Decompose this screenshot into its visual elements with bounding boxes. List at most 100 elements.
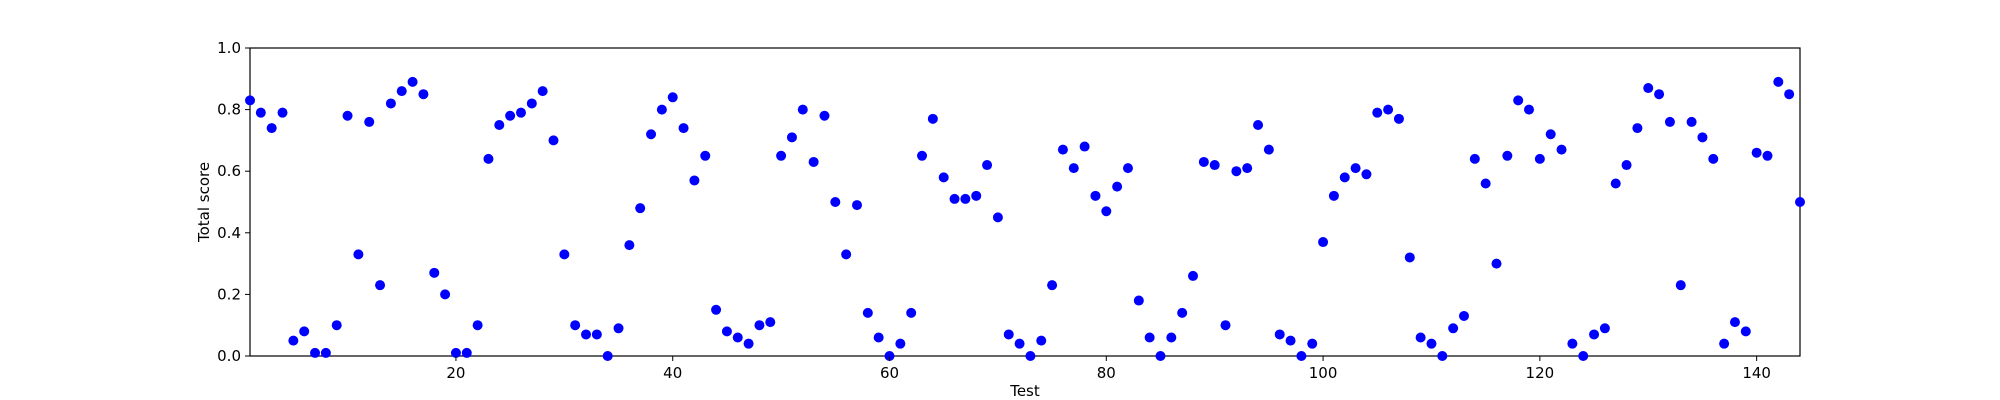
data-point (1188, 270, 1199, 281)
data-point (1556, 144, 1567, 155)
data-point (1079, 141, 1090, 152)
data-point (505, 110, 516, 121)
data-point (277, 107, 288, 118)
data-point (1242, 163, 1253, 174)
data-point (1643, 83, 1654, 94)
data-point (1589, 329, 1600, 340)
x-tick-label: 140 (1742, 364, 1771, 382)
data-point (472, 320, 483, 331)
data-point (1415, 332, 1426, 343)
data-point (927, 113, 938, 124)
data-point (1198, 156, 1209, 167)
data-point (483, 153, 494, 164)
data-point (1328, 190, 1339, 201)
data-point (1144, 332, 1155, 343)
data-point (1339, 172, 1350, 183)
data-point (299, 326, 310, 337)
x-axis-ticks: 20 40 60 80 100 120 140 (446, 356, 1771, 382)
data-point (1112, 181, 1123, 192)
data-point (1383, 104, 1394, 115)
data-point (732, 332, 743, 343)
data-point (1209, 160, 1220, 171)
data-point (982, 160, 993, 171)
data-point (1393, 113, 1404, 124)
x-tick-label: 40 (663, 364, 682, 382)
plot-frame (249, 47, 1801, 357)
y-tick-label: 0.4 (217, 224, 241, 242)
data-point (1133, 295, 1144, 306)
data-point (917, 150, 928, 161)
data-point (255, 107, 266, 118)
data-point (396, 86, 407, 97)
data-point (1036, 335, 1047, 346)
data-point (960, 193, 971, 204)
data-point (602, 351, 613, 361)
data-point (1773, 76, 1784, 87)
data-point (938, 172, 949, 183)
data-point (1729, 317, 1740, 328)
data-point (1719, 338, 1730, 349)
data-point (1253, 120, 1264, 130)
x-tick-label: 100 (1309, 364, 1338, 382)
data-point (1263, 144, 1274, 155)
data-point (1502, 150, 1513, 161)
data-point (776, 150, 787, 161)
data-point (288, 335, 299, 346)
data-point (1534, 153, 1545, 164)
x-tick-label: 120 (1526, 364, 1555, 382)
data-point (1578, 351, 1589, 361)
data-point (873, 332, 884, 343)
data-point (1610, 178, 1621, 189)
data-point (548, 135, 559, 146)
data-point (667, 92, 678, 103)
data-point (1285, 335, 1296, 346)
data-point (1296, 351, 1307, 361)
data-point (1524, 104, 1535, 115)
y-tick-label: 0.6 (217, 162, 241, 180)
data-point (1675, 280, 1686, 291)
y-tick-label: 0.8 (217, 101, 241, 119)
data-point (971, 190, 982, 201)
data-point (1025, 351, 1036, 361)
data-point (310, 347, 321, 358)
data-point (721, 326, 732, 337)
data-point (245, 95, 255, 106)
data-point (1003, 329, 1014, 340)
data-point (537, 86, 548, 97)
data-point (331, 320, 342, 331)
x-tick-label: 20 (446, 364, 465, 382)
data-point (711, 304, 722, 315)
data-point (320, 347, 331, 358)
data-point (494, 120, 505, 130)
data-point (1708, 153, 1719, 164)
data-point (1372, 107, 1383, 118)
data-point (581, 329, 592, 340)
data-point (353, 249, 364, 260)
data-point (743, 338, 754, 349)
data-point (570, 320, 581, 331)
y-tick-label: 1.0 (217, 39, 241, 57)
data-point (808, 156, 819, 167)
data-point (1513, 95, 1524, 106)
data-point (1458, 310, 1469, 321)
data-point (1740, 326, 1751, 337)
data-point (765, 317, 776, 328)
data-point (992, 212, 1003, 223)
data-point (754, 320, 765, 331)
data-point (450, 347, 461, 358)
data-point (1686, 116, 1697, 127)
data-point (906, 307, 917, 318)
data-point (678, 123, 689, 134)
data-point (895, 338, 906, 349)
data-point (266, 123, 277, 134)
data-point (375, 280, 386, 291)
data-point (1404, 252, 1415, 263)
data-point (1654, 89, 1665, 100)
data-point (1437, 351, 1448, 361)
data-point (656, 104, 667, 115)
y-tick-label: 0.0 (217, 347, 241, 365)
data-point (1090, 190, 1101, 201)
data-point (364, 116, 375, 127)
data-point (1318, 237, 1329, 248)
